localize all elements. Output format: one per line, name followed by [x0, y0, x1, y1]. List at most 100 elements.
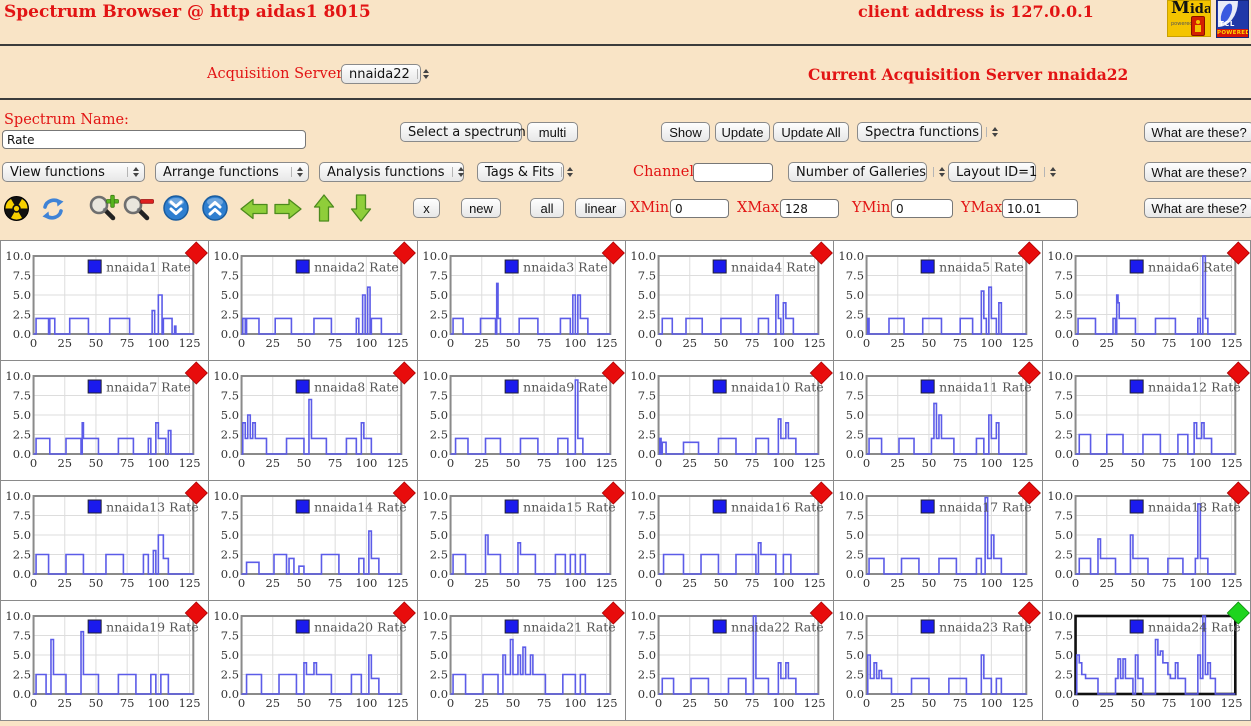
update-button[interactable]: Update — [715, 122, 770, 142]
view-functions-dropdown[interactable]: View functions — [2, 162, 145, 182]
new-button[interactable]: new — [461, 198, 501, 218]
gallery-cell-nnaida20[interactable]: nnaida20 Rate0.02.55.07.510.002550751001… — [209, 601, 417, 721]
x-tick-label: 50 — [1130, 576, 1145, 590]
gallery-cell-nnaida11[interactable]: nnaida11 Rate0.02.55.07.510.002550751001… — [834, 361, 1042, 481]
gallery-cell-nnaida12[interactable]: nnaida12 Rate0.02.55.07.510.002550751001… — [1043, 361, 1251, 481]
x-tick-label: 0 — [447, 456, 454, 470]
gallery-cell-nnaida15[interactable]: nnaida15 Rate0.02.55.07.510.002550751001… — [418, 481, 626, 601]
gallery-cell-nnaida21[interactable]: nnaida21 Rate0.02.55.07.510.002550751001… — [418, 601, 626, 721]
x-tick-label: 25 — [682, 576, 697, 590]
show-button[interactable]: Show — [661, 122, 710, 142]
gallery-cell-nnaida9[interactable]: nnaida9 Rate0.02.55.07.510.0025507510012… — [418, 361, 626, 481]
all-button[interactable]: all — [530, 198, 564, 218]
spectra-functions-dropdown[interactable]: Spectra functions — [857, 122, 982, 142]
gallery-cell-nnaida1[interactable]: nnaida1 Rate0.02.55.07.510.0025507510012… — [1, 241, 209, 361]
layout-id-dropdown[interactable]: Layout ID=1 — [948, 162, 1036, 182]
gallery-cell-nnaida2[interactable]: nnaida2 Rate0.02.55.07.510.0025507510012… — [209, 241, 417, 361]
y-tick-label: 7.5 — [638, 389, 656, 403]
ymax-input[interactable] — [1002, 199, 1078, 218]
what-are-these-button-3[interactable]: What are these? — [1144, 198, 1251, 218]
acquisition-server-select[interactable]: nnaida22 — [341, 64, 421, 84]
gallery-cell-nnaida23[interactable]: nnaida23 Rate0.02.55.07.510.002550751001… — [834, 601, 1042, 721]
expand-up-icon[interactable] — [202, 195, 228, 225]
xmin-input[interactable] — [670, 199, 729, 218]
multi-button[interactable]: multi — [527, 122, 578, 142]
y-tick-label: 7.5 — [638, 629, 656, 643]
collapse-down-icon[interactable] — [163, 195, 189, 225]
legend-swatch — [296, 500, 309, 513]
y-tick-label: 7.5 — [13, 509, 31, 523]
gallery-cell-nnaida17[interactable]: nnaida17 Rate0.02.55.07.510.002550751001… — [834, 481, 1042, 601]
xmax-input[interactable] — [780, 199, 839, 218]
gallery-cell-nnaida24[interactable]: nnaida24 Rate0.02.55.07.510.002550751001… — [1043, 601, 1251, 721]
gallery-cell-nnaida6[interactable]: nnaida6 Rate0.02.55.07.510.0025507510012… — [1043, 241, 1251, 361]
x-tick-label: 75 — [120, 576, 135, 590]
gallery-cell-nnaida5[interactable]: nnaida5 Rate0.02.55.07.510.0025507510012… — [834, 241, 1042, 361]
gallery-cell-nnaida8[interactable]: nnaida8 Rate0.02.55.07.510.0025507510012… — [209, 361, 417, 481]
channel-input[interactable] — [693, 163, 773, 182]
gallery-cell-nnaida18[interactable]: nnaida18 Rate0.02.55.07.510.002550751001… — [1043, 481, 1251, 601]
x-tick-label: 75 — [120, 336, 135, 350]
y-tick-label: 0.0 — [1054, 687, 1072, 701]
gallery-cell-nnaida7[interactable]: nnaida7 Rate0.02.55.07.510.0025507510012… — [1, 361, 209, 481]
gallery-cell-nnaida4[interactable]: nnaida4 Rate0.02.55.07.510.0025507510012… — [626, 241, 834, 361]
gallery-cell-nnaida14[interactable]: nnaida14 Rate0.02.55.07.510.002550751001… — [209, 481, 417, 601]
x-tick-label: 75 — [537, 696, 552, 710]
y-tick-label: 7.5 — [429, 509, 447, 523]
x-tick-label: 0 — [863, 696, 870, 710]
arrow-down-icon[interactable] — [350, 194, 372, 226]
y-tick-label: 2.5 — [429, 668, 447, 682]
arrow-right-icon[interactable] — [274, 198, 302, 224]
gallery-cell-nnaida10[interactable]: nnaida10 Rate0.02.55.07.510.002550751001… — [626, 361, 834, 481]
arrange-functions-dropdown[interactable]: Arrange functions — [155, 162, 309, 182]
y-tick-label: 10.0 — [1047, 369, 1073, 383]
select-arrows-icon — [986, 127, 998, 137]
x-tick-label: 0 — [447, 696, 454, 710]
x-tick-label: 100 — [981, 696, 1003, 710]
what-are-these-button-2[interactable]: What are these? — [1144, 162, 1251, 182]
spectrum-line — [867, 287, 1027, 334]
gallery-cell-nnaida13[interactable]: nnaida13 Rate0.02.55.07.510.002550751001… — [1, 481, 209, 601]
arrow-up-icon[interactable] — [313, 194, 335, 226]
y-tick-label: 2.5 — [638, 668, 656, 682]
ymin-input[interactable] — [891, 199, 953, 218]
analysis-functions-dropdown[interactable]: Analysis functions — [319, 162, 464, 182]
x-tick-label: 25 — [57, 456, 72, 470]
y-tick-label: 10.0 — [5, 609, 31, 623]
arrow-left-icon[interactable] — [240, 198, 268, 224]
y-tick-label: 7.5 — [221, 629, 239, 643]
gallery-cell-nnaida22[interactable]: nnaida22 Rate0.02.55.07.510.002550751001… — [626, 601, 834, 721]
x-tick-label: 50 — [1130, 456, 1145, 470]
current-server-label: Current Acquisition Server nnaida22 — [808, 65, 1128, 84]
gallery-cell-nnaida16[interactable]: nnaida16 Rate0.02.55.07.510.002550751001… — [626, 481, 834, 601]
y-tick-label: 0.0 — [13, 567, 31, 581]
what-are-these-button-1[interactable]: What are these? — [1144, 122, 1251, 142]
tags-fits-dropdown[interactable]: Tags & Fits — [477, 162, 564, 182]
x-tick-label: 100 — [772, 696, 794, 710]
x-button[interactable]: x — [413, 198, 440, 218]
update-all-button[interactable]: Update All — [773, 122, 849, 142]
refresh-icon[interactable] — [40, 196, 66, 226]
gallery-cell-nnaida19[interactable]: nnaida19 Rate0.02.55.07.510.002550751001… — [1, 601, 209, 721]
radioactive-icon[interactable] — [4, 196, 29, 225]
y-tick-label: 7.5 — [846, 389, 864, 403]
y-tick-label: 7.5 — [1054, 509, 1072, 523]
y-tick-label: 0.0 — [221, 447, 239, 461]
x-tick-label: 125 — [1220, 696, 1242, 710]
select-spectrum-dropdown[interactable]: Select a spectrum — [400, 122, 522, 142]
zoom-out-icon[interactable] — [122, 194, 156, 226]
linear-button[interactable]: linear — [575, 198, 626, 218]
x-tick-label: 75 — [953, 696, 968, 710]
y-tick-label: 10.0 — [839, 489, 865, 503]
zoom-in-icon[interactable] — [86, 194, 122, 226]
legend-swatch — [1130, 620, 1143, 633]
gallery-cell-nnaida3[interactable]: nnaida3 Rate0.02.55.07.510.0025507510012… — [418, 241, 626, 361]
x-tick-label: 100 — [564, 456, 586, 470]
legend-label: nnaida6 Rate — [1148, 260, 1233, 275]
select-arrows-icon — [561, 167, 573, 177]
legend-label: nnaida3 Rate — [523, 260, 608, 275]
x-tick-label: 125 — [1220, 336, 1242, 350]
spectrum-name-input[interactable] — [2, 130, 306, 149]
y-tick-label: 7.5 — [638, 509, 656, 523]
number-of-galleries-dropdown[interactable]: Number of Galleries — [788, 162, 927, 182]
